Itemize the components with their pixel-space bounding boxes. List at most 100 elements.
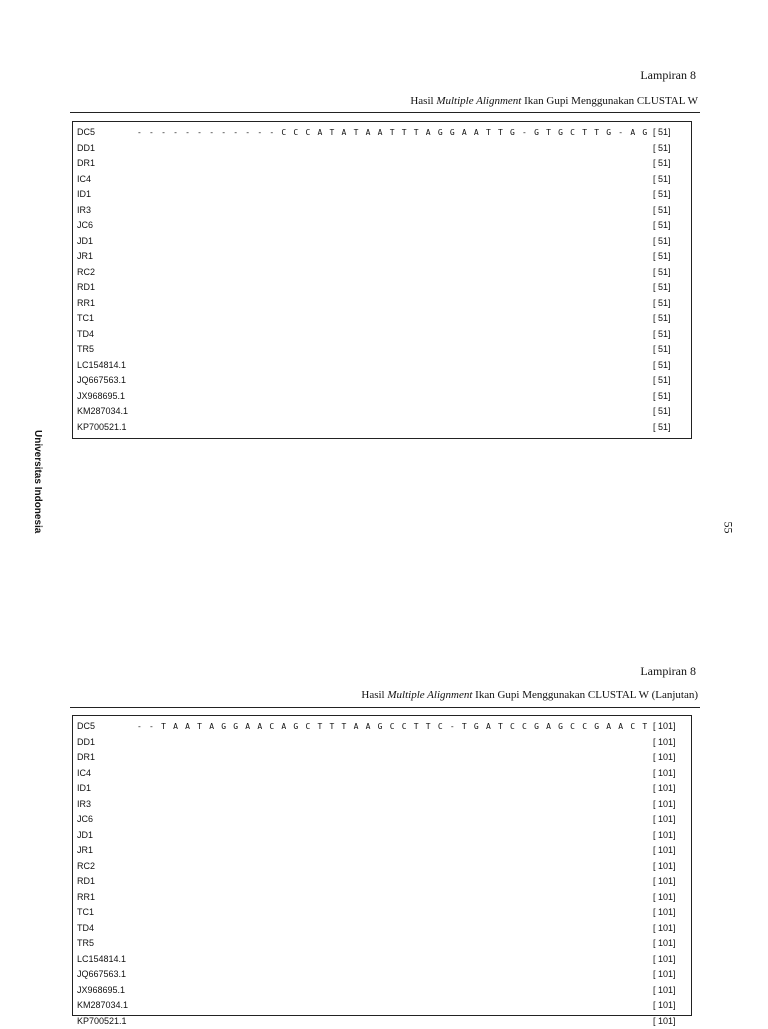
alignment-row: IC4 [ 51] [77,172,687,188]
sequence-count: [ 51] [649,156,687,172]
sequence-name: TD4 [77,327,137,343]
alignment-row: IR3[ 101] [77,797,687,813]
sequence-count: [ 51] [649,125,687,141]
alignment-row: RC2[ 51] [77,265,687,281]
sequence-name: ID1 [77,187,137,203]
alignment-row: DR1 [ 51] [77,156,687,172]
alignment-row: DD1 [ 101] [77,735,687,751]
sequence-name: TR5 [77,342,137,358]
sequence-name: JC6 [77,218,137,234]
sequence-name: TC1 [77,311,137,327]
heading-italic: Multiple Alignment [436,95,521,107]
sequence-count: [ 51] [649,172,687,188]
sequence-name: KP700521.1 [77,420,137,436]
sequence-count: [ 51] [649,342,687,358]
sequence-count: [ 101] [649,874,687,890]
sequence-name: IC4 [77,172,137,188]
alignment-table: DC5- - - - - - - - - - - - C C C A T A T… [72,121,692,439]
alignment-row: JQ667563.1 [ 101] [77,967,687,983]
sequence-name: TD4 [77,921,137,937]
heading-suffix: Ikan Gupi Menggunakan CLUSTAL W (Lanjuta… [472,689,698,701]
alignment-row: ID1 [ 51] [77,187,687,203]
heading-prefix: Hasil [410,95,436,107]
alignment-row: TC1[ 51] [77,311,687,327]
heading-prefix: Hasil [361,689,387,701]
sequence-name: JQ667563.1 [77,967,137,983]
alignment-row: RD1 [ 101] [77,874,687,890]
sequence-name: DD1 [77,735,137,751]
sequence-count: [ 101] [649,967,687,983]
sequence-name: RC2 [77,859,137,875]
alignment-row: JX968695.1[ 51] [77,389,687,405]
sequence-count: [ 51] [649,404,687,420]
sequence-count: [ 101] [649,735,687,751]
sequence-name: RC2 [77,265,137,281]
sequence-count: [ 101] [649,719,687,735]
section-heading: Hasil Multiple Alignment Ikan Gupi Mengg… [361,689,698,701]
sequence-count: [ 101] [649,921,687,937]
alignment-row: TR5 [ 51] [77,342,687,358]
sequence-count: [ 101] [649,890,687,906]
sequence-name: DR1 [77,750,137,766]
sequence-count: [ 51] [649,280,687,296]
heading-italic: Multiple Alignment [387,689,472,701]
alignment-row: TD4[ 51] [77,327,687,343]
heading-suffix: Ikan Gupi Menggunakan CLUSTAL W [521,95,698,107]
section-heading: Hasil Multiple Alignment Ikan Gupi Mengg… [410,95,698,107]
sequence-count: [ 101] [649,828,687,844]
sequence-count: [ 101] [649,766,687,782]
sequence-name: DD1 [77,141,137,157]
sequence-name: JR1 [77,843,137,859]
sequence-name: DC5 [77,125,137,141]
sequence-string: - - T A A T A G G A A C A G C T T T A A … [137,719,649,735]
alignment-row: DD1[ 51] [77,141,687,157]
alignment-row: RC2[ 101] [77,859,687,875]
sequence-count: [ 51] [649,373,687,389]
sequence-name: RD1 [77,280,137,296]
sequence-count: [ 51] [649,296,687,312]
sequence-count: [ 51] [649,358,687,374]
sequence-name: JX968695.1 [77,389,137,405]
sequence-count: [ 101] [649,843,687,859]
alignment-row: KM287034.1[ 101] [77,998,687,1014]
sequence-count: [ 51] [649,187,687,203]
sequence-name: DR1 [77,156,137,172]
sequence-count: [ 101] [649,952,687,968]
alignment-row: ID1[ 101] [77,781,687,797]
sequence-count: [ 51] [649,420,687,436]
sequence-name: IR3 [77,203,137,219]
alignment-row: DC5- - T A A T A G G A A C A G C T T T A… [77,719,687,735]
sequence-name: JX968695.1 [77,983,137,999]
alignment-table: DC5- - T A A T A G G A A C A G C T T T A… [72,715,692,1016]
sequence-name: DC5 [77,719,137,735]
alignment-row: IR3 [ 51] [77,203,687,219]
sequence-count: [ 101] [649,905,687,921]
sequence-name: RR1 [77,296,137,312]
sequence-count: [ 101] [649,1014,687,1029]
heading-rule [70,707,700,708]
alignment-row: KP700521.1 [ 51] [77,420,687,436]
alignment-row: LC154814.1 [ 51] [77,358,687,374]
alignment-row: RR1 [ 51] [77,296,687,312]
sequence-count: [ 101] [649,983,687,999]
sequence-count: [ 51] [649,203,687,219]
appendix-label: Lampiran 8 [640,664,696,679]
sequence-name: LC154814.1 [77,358,137,374]
sequence-name: JD1 [77,828,137,844]
alignment-row: JR1 [ 101] [77,843,687,859]
alignment-row: JX968695.1 [ 101] [77,983,687,999]
sequence-name: RD1 [77,874,137,890]
sequence-name: JD1 [77,234,137,250]
sequence-string: - - - - - - - - - - - - C C C A T A T A … [137,125,649,141]
alignment-row: RD1 [ 51] [77,280,687,296]
alignment-row: LC154814.1[ 101] [77,952,687,968]
alignment-row: JC6[ 101] [77,812,687,828]
sequence-count: [ 101] [649,998,687,1014]
alignment-row: KP700521.1[ 101] [77,1014,687,1029]
page-number: 55 [721,522,736,534]
sequence-count: [ 101] [649,781,687,797]
alignment-row: TC1[ 101] [77,905,687,921]
appendix-label: Lampiran 8 [640,68,696,83]
sequence-name: IR3 [77,797,137,813]
sequence-name: IC4 [77,766,137,782]
